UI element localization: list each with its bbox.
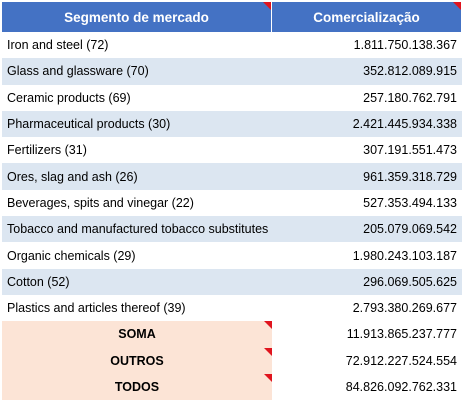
cell: Beverages, spits and vinegar (22) xyxy=(2,190,272,216)
comment-marker xyxy=(264,373,272,382)
cell: 11.913.865.237.777 xyxy=(272,321,462,347)
cell: 352.812.089.915 xyxy=(272,58,462,85)
label: SOMA xyxy=(118,327,156,342)
cell: Organic chemicals (29) xyxy=(2,242,272,268)
value: 1.980.243.103.187 xyxy=(352,248,457,263)
cell: 527.353.494.133 xyxy=(272,190,462,216)
cell: 257.180.762.791 xyxy=(272,85,462,111)
data-row: Organic chemicals (29) 1.980.243.103.187 xyxy=(2,242,462,268)
cell: Glass and glassware (70) xyxy=(2,58,272,85)
label: Organic chemicals (29) xyxy=(7,248,136,263)
comment-marker xyxy=(263,2,271,10)
comment-marker xyxy=(264,347,272,356)
data-row: Cotton (52) 296.069.505.625 xyxy=(2,268,462,295)
table: Segmento de mercado Comercialização Iron… xyxy=(2,2,462,401)
header-row: Segmento de mercado Comercialização xyxy=(2,2,462,32)
data-row: Pharmaceutical products (30) 2.421.445.93… xyxy=(2,110,462,138)
cell: 307.191.551.473 xyxy=(272,137,462,163)
value: 352.812.089.915 xyxy=(363,64,457,79)
cell: Tobacco and manufactured tobacco substit… xyxy=(2,216,272,243)
header-text: Segmento de mercado xyxy=(64,9,209,25)
cell: OUTROS xyxy=(2,347,272,374)
value: 1.811.750.138.367 xyxy=(353,38,457,53)
cell: Iron and steel (72) xyxy=(2,32,272,58)
cell: Fertilizers (31) xyxy=(2,137,272,163)
value: 205.079.069.542 xyxy=(363,222,457,237)
value: 527.353.494.133 xyxy=(363,195,457,210)
label: Ores, slag and ash (26) xyxy=(7,169,138,184)
cell: Ores, slag and ash (26) xyxy=(2,163,272,190)
cell: Ceramic products (69) xyxy=(2,85,272,111)
header-text: Comercialização xyxy=(313,9,420,25)
cell: SOMA xyxy=(2,321,272,348)
value: 296.069.505.625 xyxy=(363,274,457,289)
label: Ceramic products (69) xyxy=(7,90,131,105)
header-cell: Comercialização xyxy=(272,2,462,32)
data-row: Ceramic products (69) 257.180.762.791 xyxy=(2,85,462,111)
label: Glass and glassware (70) xyxy=(7,64,149,79)
data-row: Iron and steel (72) 1.811.750.138.367 xyxy=(2,32,462,58)
label: Fertilizers (31) xyxy=(7,143,87,158)
cell: 2.421.445.934.338 xyxy=(272,110,462,138)
comment-marker xyxy=(264,321,272,330)
cell: 1.811.750.138.367 xyxy=(272,32,462,58)
total-row: OUTROS 72.912.227.524.554 xyxy=(2,347,462,374)
header-cell: Segmento de mercado xyxy=(2,2,272,32)
label: Beverages, spits and vinegar (22) xyxy=(7,195,194,210)
value: 2.421.445.934.338 xyxy=(352,117,457,132)
data-row: Beverages, spits and vinegar (22) 527.353… xyxy=(2,190,462,216)
value: 257.180.762.791 xyxy=(363,90,457,105)
cell: 84.826.092.762.331 xyxy=(272,374,462,400)
value: 72.912.227.524.554 xyxy=(345,353,457,368)
label: OUTROS xyxy=(110,353,164,368)
cell: TODOS xyxy=(2,373,272,401)
data-row: Glass and glassware (70) 352.812.089.915 xyxy=(2,58,462,85)
cell: Plastics and articles thereof (39) xyxy=(2,295,272,321)
total-row: TODOS 84.826.092.762.331 xyxy=(2,373,462,401)
cell: 961.359.318.729 xyxy=(272,163,462,190)
label: Tobacco and manufactured tobacco substit… xyxy=(7,222,269,237)
value: 84.826.092.762.331 xyxy=(345,380,457,394)
total-row: SOMA 11.913.865.237.777 xyxy=(2,321,462,348)
cell: 205.079.069.542 xyxy=(272,216,462,243)
value: 2.793.380.269.677 xyxy=(352,301,457,316)
label: Iron and steel (72) xyxy=(7,38,109,53)
label: Pharmaceutical products (30) xyxy=(7,117,171,132)
cell: 1.980.243.103.187 xyxy=(272,242,462,268)
value: 961.359.318.729 xyxy=(363,169,457,184)
value: 307.191.551.473 xyxy=(363,143,457,158)
cell: 2.793.380.269.677 xyxy=(272,295,462,321)
cell: 72.912.227.524.554 xyxy=(272,348,462,374)
data-row: Plastics and articles thereof (39) 2.793.… xyxy=(2,295,462,321)
cell: Cotton (52) xyxy=(2,268,272,295)
data-row: Ores, slag and ash (26) 961.359.318.729 xyxy=(2,163,462,190)
comment-marker xyxy=(453,2,461,10)
cell: Pharmaceutical products (30) xyxy=(2,110,272,138)
cell: 296.069.505.625 xyxy=(272,268,462,295)
data-row: Fertilizers (31) 307.191.551.473 xyxy=(2,137,462,163)
label: TODOS xyxy=(114,380,160,394)
label: Plastics and articles thereof (39) xyxy=(7,301,186,316)
value: 11.913.865.237.777 xyxy=(346,327,457,342)
label: Cotton (52) xyxy=(7,274,70,289)
data-row: Tobacco and manufactured tobacco substit… xyxy=(2,216,462,243)
